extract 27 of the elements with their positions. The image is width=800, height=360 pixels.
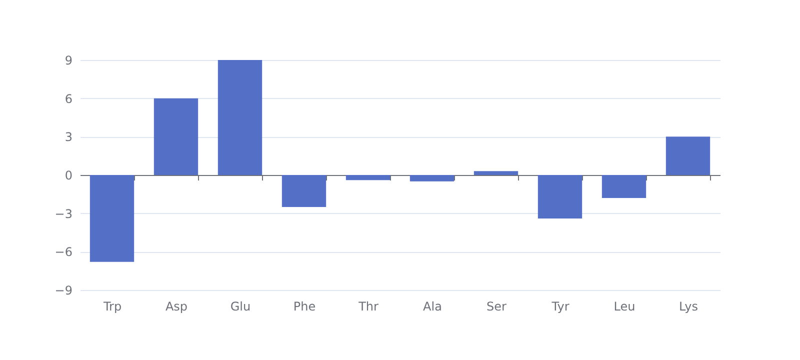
bar bbox=[90, 175, 134, 262]
bar bbox=[282, 175, 326, 207]
bar bbox=[410, 175, 454, 182]
x-tick-label: Lys bbox=[679, 300, 698, 314]
bar bbox=[218, 60, 262, 175]
x-tick-label: Ala bbox=[423, 300, 442, 314]
x-tick-label: Thr bbox=[358, 300, 378, 314]
bar bbox=[474, 171, 518, 175]
bar bbox=[602, 175, 646, 198]
x-tick-label: Tyr bbox=[550, 300, 570, 314]
y-tick-label: 0 bbox=[64, 168, 72, 182]
bar bbox=[346, 175, 390, 180]
y-tick-label: −3 bbox=[54, 206, 72, 221]
x-tick-label: Phe bbox=[293, 300, 316, 314]
y-tick-label: −6 bbox=[54, 245, 72, 260]
x-tick-label: Ser bbox=[486, 300, 507, 314]
x-tick-label: Trp bbox=[102, 300, 122, 314]
y-tick-label: 9 bbox=[64, 54, 72, 68]
x-tick-label: Leu bbox=[614, 300, 636, 314]
bar bbox=[666, 136, 710, 175]
y-tick-label: 6 bbox=[64, 92, 72, 106]
x-tick-label: Asp bbox=[165, 300, 188, 314]
bar bbox=[154, 98, 198, 175]
y-tick-label: −9 bbox=[54, 284, 72, 298]
bar bbox=[538, 175, 582, 218]
y-tick-label: 3 bbox=[64, 130, 72, 144]
x-tick-label: Glu bbox=[230, 300, 251, 314]
